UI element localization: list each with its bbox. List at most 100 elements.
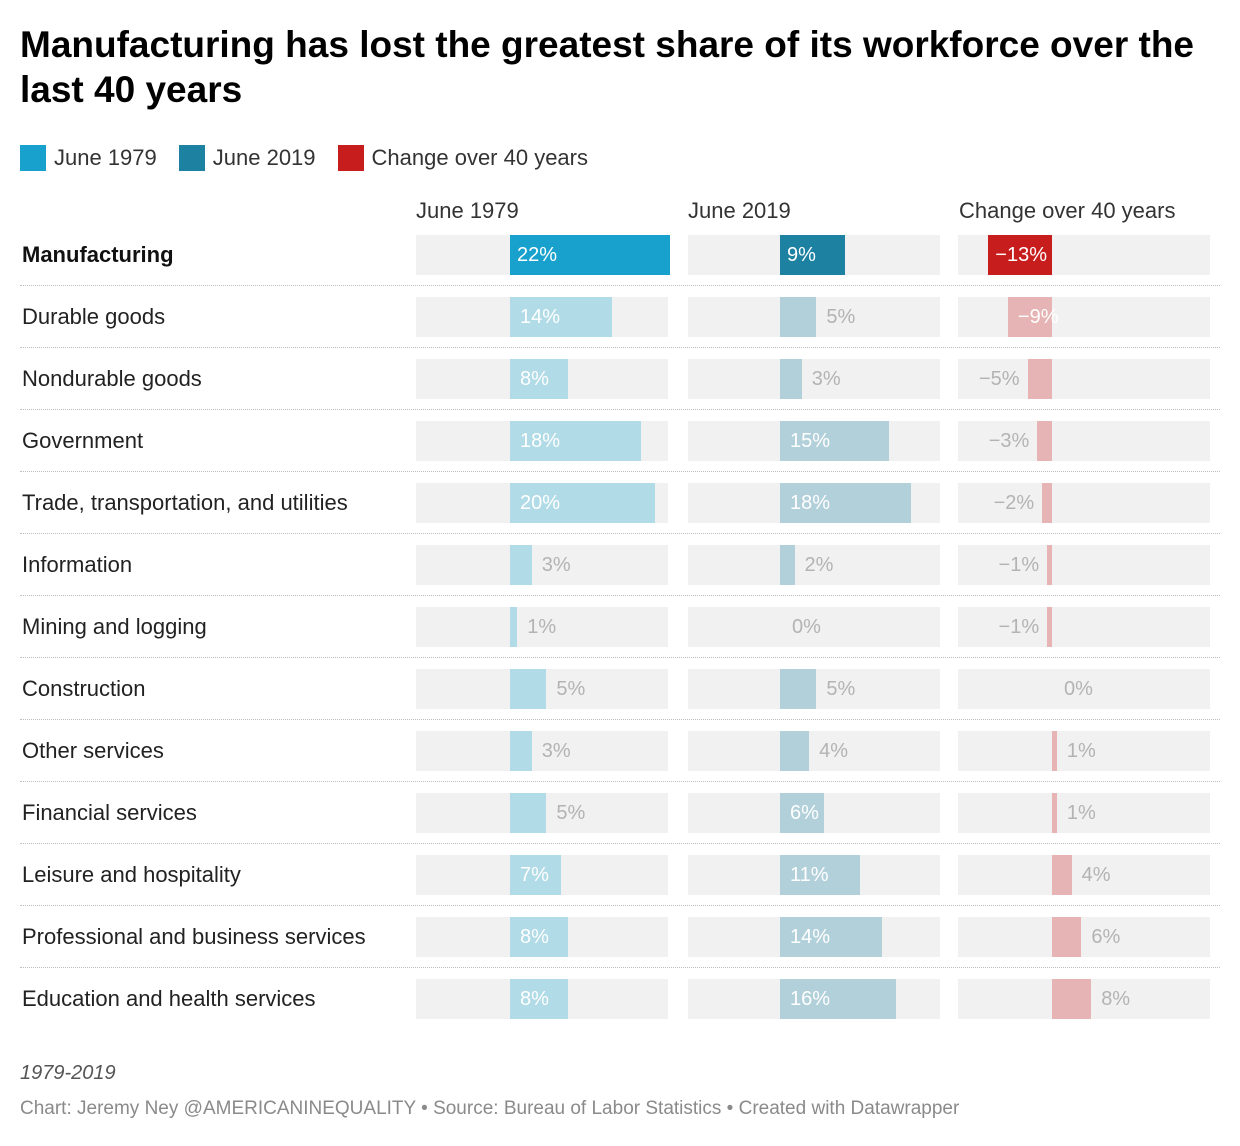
category-label: Nondurable goods xyxy=(22,366,202,391)
bar-track-june-1979: 7% xyxy=(416,855,668,895)
bar-june-1979 xyxy=(510,421,641,461)
bar-june-1979 xyxy=(510,917,569,957)
data-label-june-1979: 3% xyxy=(541,740,571,762)
data-label-change: 1% xyxy=(1066,740,1096,762)
column-header-change: Change over 40 years xyxy=(959,198,1176,223)
row-divider xyxy=(20,843,1220,844)
data-label-june-2019: 11% xyxy=(790,864,829,886)
data-label-june-2019: 9% xyxy=(787,244,816,266)
bar-june-2019 xyxy=(780,855,860,895)
bar-june-2019 xyxy=(780,359,802,399)
bar-track-june-2019: 0% xyxy=(688,607,940,647)
bar-track-june-1979: 18% xyxy=(416,421,668,461)
data-label-june-2019: 6% xyxy=(790,802,819,824)
bar-track-june-1979: 20% xyxy=(416,483,668,523)
data-label-june-2019: 5% xyxy=(826,678,856,700)
bar-track-change: 1% xyxy=(958,731,1210,771)
data-label-june-2019: 3% xyxy=(811,368,841,390)
bar-track-change: 4% xyxy=(958,855,1210,895)
row-divider xyxy=(20,905,1220,906)
category-label: Leisure and hospitality xyxy=(22,862,241,887)
bar-june-1979 xyxy=(510,359,569,399)
data-label-june-1979: 14% xyxy=(520,306,561,328)
category-label: Professional and business services xyxy=(22,924,366,949)
row-divider xyxy=(20,347,1220,348)
data-label-june-1979: 5% xyxy=(556,678,586,700)
legend-item-change: Change over 40 years xyxy=(337,145,588,171)
bar-track-change: 6% xyxy=(958,917,1210,957)
legend: June 1979 June 2019 Change over 40 years xyxy=(20,143,610,173)
chart-row: Information 3% 2% −1% xyxy=(20,534,1220,596)
bar-track-june-2019: 18% xyxy=(688,483,940,523)
chart-row: Leisure and hospitality 7% 11% 4% xyxy=(20,844,1220,906)
bar-track-june-1979: 8% xyxy=(416,917,668,957)
bar-track-june-2019: 6% xyxy=(688,793,940,833)
bar-track-change: 1% xyxy=(958,793,1210,833)
bar-track-change: 8% xyxy=(958,979,1210,1019)
bar-track-june-2019: 16% xyxy=(688,979,940,1019)
bar-change xyxy=(1047,607,1052,647)
bar-track-june-1979: 22% xyxy=(416,235,670,275)
data-label-change: −13% xyxy=(995,244,1048,266)
data-label-june-2019: 16% xyxy=(790,988,831,1010)
data-label-june-2019: 2% xyxy=(804,554,834,576)
chart-row: Education and health services 8% 16% 8% xyxy=(20,968,1220,1030)
data-label-june-2019: 15% xyxy=(790,430,831,452)
bar-june-1979 xyxy=(510,297,612,337)
legend-label-change: Change over 40 years xyxy=(371,145,588,170)
bar-june-1979 xyxy=(510,545,532,585)
bar-change xyxy=(988,235,1052,275)
data-label-change: 1% xyxy=(1066,802,1096,824)
bar-track-june-2019: 9% xyxy=(688,235,940,275)
bar-track-june-1979: 1% xyxy=(416,607,668,647)
bar-track-june-1979: 8% xyxy=(416,979,668,1019)
data-label-june-1979: 3% xyxy=(541,554,571,576)
data-label-june-1979: 20% xyxy=(520,492,561,514)
bar-june-2019 xyxy=(780,793,824,833)
bar-track-change: −1% xyxy=(958,545,1210,585)
bar-track-june-2019: 3% xyxy=(688,359,940,399)
bar-june-2019 xyxy=(780,421,890,461)
row-divider xyxy=(20,967,1220,968)
bar-track-june-2019: 14% xyxy=(688,917,940,957)
bar-june-1979 xyxy=(510,483,656,523)
category-label: Information xyxy=(22,552,133,577)
bar-track-june-1979: 3% xyxy=(416,545,668,585)
bar-track-change: 0% xyxy=(958,669,1210,709)
chart-row: Mining and logging 1% 0% −1% xyxy=(20,596,1220,658)
row-divider xyxy=(20,285,1220,286)
bar-change xyxy=(1037,421,1052,461)
data-label-june-2019: 14% xyxy=(790,926,831,948)
chart-title: Manufacturing has lost the greatest shar… xyxy=(20,24,1194,110)
bar-june-1979 xyxy=(510,979,569,1019)
category-label: Manufacturing xyxy=(22,242,174,267)
category-label: Trade, transportation, and utilities xyxy=(22,490,348,515)
category-label: Construction xyxy=(22,676,146,701)
category-label: Durable goods xyxy=(22,304,166,329)
data-label-change: 4% xyxy=(1081,864,1111,886)
data-label-june-1979: 18% xyxy=(520,430,561,452)
chart-note: 1979-2019 xyxy=(20,1062,116,1084)
data-label-june-1979: 8% xyxy=(520,926,549,948)
row-divider xyxy=(20,595,1220,596)
data-label-change: 6% xyxy=(1091,926,1121,948)
bar-track-june-2019: 15% xyxy=(688,421,940,461)
chart-row: Financial services 5% 6% 1% xyxy=(20,782,1220,844)
data-label-june-2019: 18% xyxy=(790,492,831,514)
bar-track-change: −13% xyxy=(958,235,1210,275)
bar-change xyxy=(1042,483,1052,523)
category-label: Financial services xyxy=(22,800,197,825)
data-label-june-1979: 22% xyxy=(517,244,558,266)
category-label: Government xyxy=(22,428,144,453)
bar-track-june-2019: 5% xyxy=(688,297,940,337)
chart-row: Professional and business services 8% 14% 6… xyxy=(20,906,1220,968)
data-label-june-1979: 5% xyxy=(556,802,586,824)
data-label-june-1979: 8% xyxy=(520,368,549,390)
bar-june-1979 xyxy=(510,607,518,647)
bar-change xyxy=(1052,917,1082,957)
bar-track-june-2019: 11% xyxy=(688,855,940,895)
column-header-june-1979: June 1979 xyxy=(416,198,519,223)
category-label: Education and health services xyxy=(22,986,316,1011)
bar-june-1979 xyxy=(510,855,561,895)
bar-track-june-1979: 14% xyxy=(416,297,668,337)
